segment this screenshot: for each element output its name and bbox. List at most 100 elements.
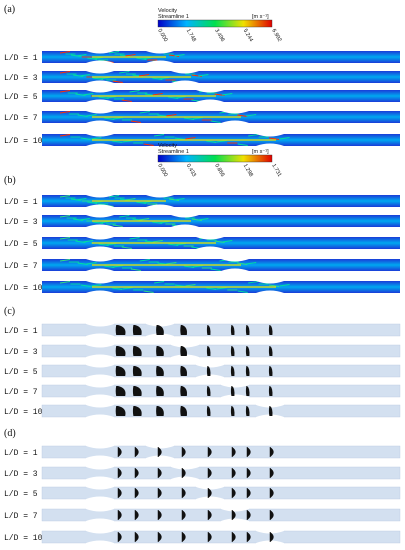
streamline	[166, 262, 177, 265]
streamline	[59, 111, 71, 114]
vessel-flow	[42, 237, 400, 249]
streamline	[59, 281, 71, 284]
vortex	[268, 366, 273, 376]
streamline	[158, 221, 169, 224]
vessel	[41, 344, 401, 358]
streamline	[121, 99, 132, 102]
stenosis	[86, 529, 114, 545]
streamline	[184, 117, 195, 120]
row-label: L/D = 7	[4, 114, 38, 123]
vortex	[230, 346, 235, 356]
velocity-profile	[117, 487, 122, 499]
streamline	[216, 287, 227, 290]
streamline	[141, 201, 152, 204]
legend-unit: [m s⁻¹]	[252, 149, 269, 155]
stenosis	[86, 279, 114, 295]
velocity-profile	[181, 509, 186, 521]
vortex	[115, 366, 126, 376]
velocity-profile	[134, 467, 139, 479]
stenosis	[221, 383, 249, 399]
velocity-profile	[181, 467, 186, 479]
streamline	[86, 114, 97, 117]
streamline	[91, 137, 102, 140]
stenosis	[256, 279, 284, 295]
streamline	[210, 268, 221, 271]
colorbar-tick: 6.992	[270, 28, 282, 43]
row-label: L/D = 7	[4, 388, 38, 397]
streamline	[237, 114, 248, 117]
vessel	[42, 281, 400, 293]
vortex	[132, 406, 142, 416]
row-label: L/D = 3	[4, 470, 38, 479]
legend-subtitle: Streamline 1	[158, 14, 189, 20]
vortex	[268, 346, 273, 356]
streamline	[192, 117, 204, 120]
legend-subtitle: Streamline 1	[158, 149, 189, 155]
streamline	[113, 117, 124, 120]
vessel	[42, 237, 400, 249]
streamline	[119, 71, 130, 74]
vessel	[41, 445, 401, 459]
streamline	[112, 80, 123, 83]
streamline	[73, 218, 84, 221]
stenosis	[86, 465, 114, 481]
streamline	[132, 218, 143, 221]
vortex	[268, 386, 273, 396]
streamline	[59, 215, 71, 218]
streamline	[185, 137, 196, 140]
vessel	[42, 71, 400, 83]
stenosis	[86, 403, 114, 419]
vessel	[42, 111, 400, 123]
stenosis	[86, 49, 114, 65]
vortex	[230, 406, 235, 416]
streamline	[154, 281, 165, 284]
streamline	[157, 114, 168, 117]
vessel	[42, 90, 400, 102]
stenosis	[146, 49, 174, 65]
stenosis	[171, 465, 199, 481]
streamline	[87, 57, 98, 60]
velocity-profile	[269, 487, 274, 499]
vortex	[156, 406, 164, 416]
streamline	[119, 54, 131, 57]
streamline	[92, 221, 104, 224]
stenosis	[146, 193, 174, 209]
streamline	[166, 114, 177, 117]
vortex	[180, 325, 187, 335]
stenosis	[86, 257, 114, 273]
streamline	[139, 74, 150, 77]
streamline	[104, 265, 115, 268]
colorbar-tick: 5.244	[242, 28, 254, 43]
streamline	[113, 265, 124, 268]
vortex	[132, 346, 142, 356]
velocity-profile	[246, 531, 251, 543]
vortex	[115, 325, 126, 335]
streamline	[76, 198, 87, 201]
vortex	[206, 346, 211, 356]
vessel-flow	[42, 51, 400, 63]
streamline	[132, 74, 143, 77]
streamline	[279, 284, 290, 287]
streamline	[109, 51, 120, 54]
velocity-profile	[207, 509, 212, 521]
colorbar-tick: 0.000	[156, 163, 168, 178]
vortex	[180, 346, 187, 356]
row-label: L/D = 5	[4, 240, 38, 249]
streamline	[125, 54, 136, 57]
row-label: L/D = 1	[4, 54, 38, 63]
row-label: L/D = 1	[4, 198, 38, 207]
vortex	[206, 406, 211, 416]
row-label: L/D = 10	[4, 284, 43, 293]
velocity-profile	[134, 531, 139, 543]
row-label: L/D = 10	[4, 137, 43, 146]
vortex	[230, 386, 235, 396]
streamline	[210, 120, 221, 123]
streamline	[80, 284, 91, 287]
velocity-profile	[269, 446, 274, 458]
vortex	[132, 325, 142, 335]
streamline	[91, 284, 102, 287]
vortex	[180, 406, 187, 416]
stenosis	[86, 383, 114, 399]
streamline	[222, 240, 233, 243]
streamline	[206, 140, 217, 143]
